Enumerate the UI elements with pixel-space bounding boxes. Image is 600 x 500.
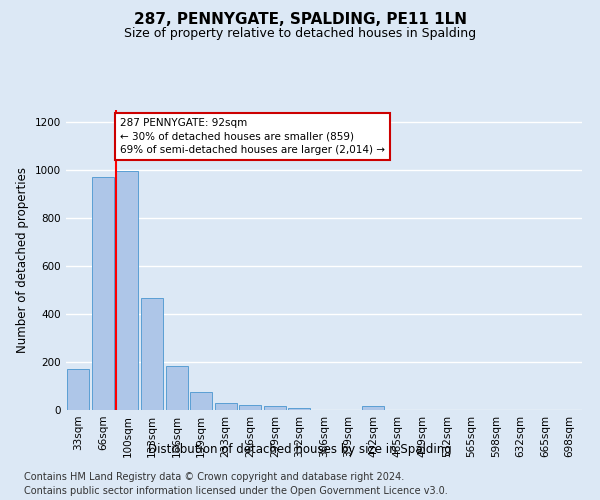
- Text: 287 PENNYGATE: 92sqm
← 30% of detached houses are smaller (859)
69% of semi-deta: 287 PENNYGATE: 92sqm ← 30% of detached h…: [120, 118, 385, 155]
- Bar: [239, 404, 262, 410]
- Text: Size of property relative to detached houses in Spalding: Size of property relative to detached ho…: [124, 28, 476, 40]
- Bar: [141, 298, 163, 410]
- Bar: [92, 177, 114, 410]
- Text: Distribution of detached houses by size in Spalding: Distribution of detached houses by size …: [148, 442, 452, 456]
- Bar: [190, 392, 212, 410]
- Bar: [362, 406, 384, 410]
- Bar: [215, 403, 237, 410]
- Text: Contains public sector information licensed under the Open Government Licence v3: Contains public sector information licen…: [24, 486, 448, 496]
- Text: Contains HM Land Registry data © Crown copyright and database right 2024.: Contains HM Land Registry data © Crown c…: [24, 472, 404, 482]
- Bar: [166, 366, 188, 410]
- Text: 287, PENNYGATE, SPALDING, PE11 1LN: 287, PENNYGATE, SPALDING, PE11 1LN: [133, 12, 467, 28]
- Y-axis label: Number of detached properties: Number of detached properties: [16, 167, 29, 353]
- Bar: [289, 408, 310, 410]
- Bar: [116, 171, 139, 410]
- Bar: [264, 406, 286, 410]
- Bar: [67, 369, 89, 410]
